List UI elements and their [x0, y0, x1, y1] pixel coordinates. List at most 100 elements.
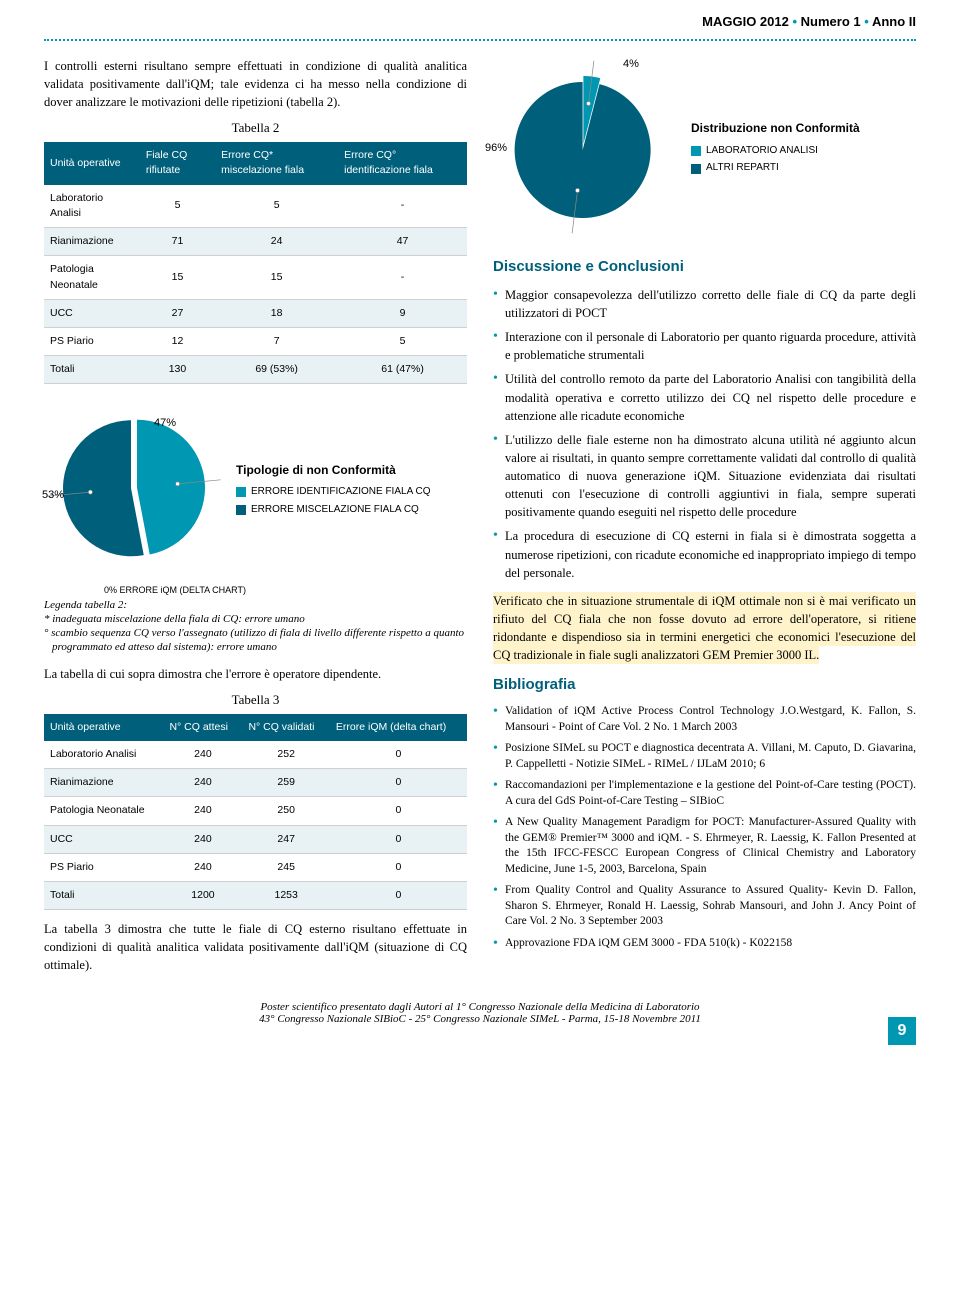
table-cell: 47: [338, 228, 467, 256]
legend-label: ERRORE IDENTIFICAZIONE FIALA CQ: [251, 485, 430, 500]
table2: Unità operativeFiale CQ rifiutateErrore …: [44, 142, 467, 384]
legend-label: LABORATORIO ANALISI: [706, 144, 818, 159]
legend-swatch: [236, 505, 246, 515]
pie2-legend-title: Distribuzione non Conformità: [691, 120, 860, 137]
table-cell: Rianimazione: [44, 769, 163, 797]
table-cell: 7: [215, 327, 338, 355]
table-row: Patologia Neonatale2402500: [44, 797, 467, 825]
table-cell: 1200: [163, 882, 242, 910]
dotted-rule: [44, 39, 916, 41]
table-header: Errore CQ° identificazione fiala: [338, 142, 467, 184]
legend-label: ERRORE MISCELAZIONE FIALA CQ: [251, 503, 419, 518]
table-cell: 0: [330, 882, 467, 910]
table-cell: 240: [163, 741, 242, 769]
issue-year: Anno II: [872, 14, 916, 29]
table-cell: 247: [242, 825, 329, 853]
table-cell: 250: [242, 797, 329, 825]
table-cell: 27: [140, 299, 215, 327]
legend-swatch: [236, 487, 246, 497]
table-row: Rianimazione2402590: [44, 769, 467, 797]
table3: Unità operativeN° CQ attesiN° CQ validat…: [44, 714, 467, 911]
discussion-title: Discussione e Conclusioni: [493, 256, 916, 278]
note-after-t3: La tabella 3 dimostra che tutte le fiale…: [44, 920, 467, 974]
poster-footer-line2: 43° Congresso Nazionale SIBioC - 25° Con…: [44, 1013, 916, 1025]
table-cell: Patologia Neonatale: [44, 797, 163, 825]
list-item: Validation of iQM Active Process Control…: [493, 704, 916, 735]
table-header: Unità operative: [44, 714, 163, 741]
table-cell: 24: [215, 228, 338, 256]
table-cell: 0: [330, 797, 467, 825]
table-cell: 5: [338, 327, 467, 355]
table-cell: 9: [338, 299, 467, 327]
table-cell: -: [338, 256, 467, 299]
pie1-legend-title: Tipologie di non Conformità: [236, 462, 430, 479]
page-number: 9: [888, 1017, 916, 1045]
note-after-t2: La tabella di cui sopra dimostra che l'e…: [44, 665, 467, 683]
poster-footer-line1: Poster scientifico presentato dagli Auto…: [44, 1001, 916, 1013]
legend-swatch: [691, 146, 701, 156]
table-row: PS Piario1275: [44, 327, 467, 355]
legend-item: ERRORE IDENTIFICAZIONE FIALA CQ: [236, 485, 430, 500]
table-cell: 240: [163, 853, 242, 881]
issue-number: Numero 1: [801, 14, 861, 29]
list-item: From Quality Control and Quality Assuran…: [493, 883, 916, 930]
table-cell: 130: [140, 356, 215, 384]
table-row: PS Piario2402450: [44, 853, 467, 881]
list-item: Interazione con il personale di Laborato…: [493, 328, 916, 364]
table-cell: 0: [330, 741, 467, 769]
table-row: Patologia Neonatale1515-: [44, 256, 467, 299]
list-item: L'utilizzo delle fiale esterne non ha di…: [493, 431, 916, 522]
table-cell: 259: [242, 769, 329, 797]
table-cell: 252: [242, 741, 329, 769]
table2-caption: Tabella 2: [44, 119, 467, 138]
pie1-zero-label: 0% ERRORE iQM (DELTA CHART): [104, 584, 246, 597]
table-cell: 12: [140, 327, 215, 355]
table-cell: Patologia Neonatale: [44, 256, 140, 299]
legend-label: ALTRI REPARTI: [706, 161, 779, 176]
bibliography-title: Bibliografia: [493, 674, 916, 696]
table-header: Fiale CQ rifiutate: [140, 142, 215, 184]
poster-footer: Poster scientifico presentato dagli Auto…: [44, 1001, 916, 1025]
pie2-block: 96% 4% Distribuzione non Conformità LABO…: [493, 57, 916, 242]
bibliography-list: Validation of iQM Active Process Control…: [493, 704, 916, 951]
table-cell: 61 (47%): [338, 356, 467, 384]
legend-item: LABORATORIO ANALISI: [691, 144, 860, 159]
table-cell: Totali: [44, 356, 140, 384]
table-cell: 5: [215, 185, 338, 228]
discussion-list: Maggior consapevolezza dell'utilizzo cor…: [493, 286, 916, 582]
table-cell: Totali: [44, 882, 163, 910]
table-cell: 5: [140, 185, 215, 228]
table-cell: 15: [140, 256, 215, 299]
table3-caption: Tabella 3: [44, 691, 467, 710]
pie1-legend: Tipologie di non Conformità ERRORE IDENT…: [236, 462, 430, 520]
pie2-label-4: 4%: [623, 57, 639, 73]
pie1-label-53: 53%: [42, 488, 64, 504]
table-cell: 240: [163, 825, 242, 853]
table-cell: 240: [163, 769, 242, 797]
table-header: N° CQ attesi: [163, 714, 242, 741]
pie1-label-47: 47%: [154, 416, 176, 432]
list-item: La procedura di esecuzione di CQ esterni…: [493, 527, 916, 581]
header-dot: •: [864, 14, 869, 29]
table-row: UCC2402470: [44, 825, 467, 853]
legend2-title: Legenda tabella 2:: [44, 598, 467, 612]
table-cell: PS Piario: [44, 327, 140, 355]
left-column: I controlli esterni risultano sempre eff…: [44, 57, 467, 983]
pie1-chart: 53% 47% 0% ERRORE iQM (DELTA CHART): [44, 398, 224, 583]
issue-date: MAGGIO 2012: [702, 14, 789, 29]
table-cell: 15: [215, 256, 338, 299]
table-cell: 0: [330, 769, 467, 797]
pie2-label-96: 96%: [485, 141, 507, 157]
table-header: N° CQ validati: [242, 714, 329, 741]
table-cell: UCC: [44, 825, 163, 853]
table-cell: 245: [242, 853, 329, 881]
table-cell: Laboratorio Analisi: [44, 185, 140, 228]
list-item: Maggior consapevolezza dell'utilizzo cor…: [493, 286, 916, 322]
table-row: Laboratorio Analisi2402520: [44, 741, 467, 769]
table-header: Errore iQM (delta chart): [330, 714, 467, 741]
table-cell: PS Piario: [44, 853, 163, 881]
table-header: Errore CQ* miscelazione fiala: [215, 142, 338, 184]
table-row: Totali120012530: [44, 882, 467, 910]
list-item: Posizione SIMeL su POCT e diagnostica de…: [493, 741, 916, 772]
table2-legend: Legenda tabella 2: * inadeguata miscelaz…: [44, 598, 467, 655]
